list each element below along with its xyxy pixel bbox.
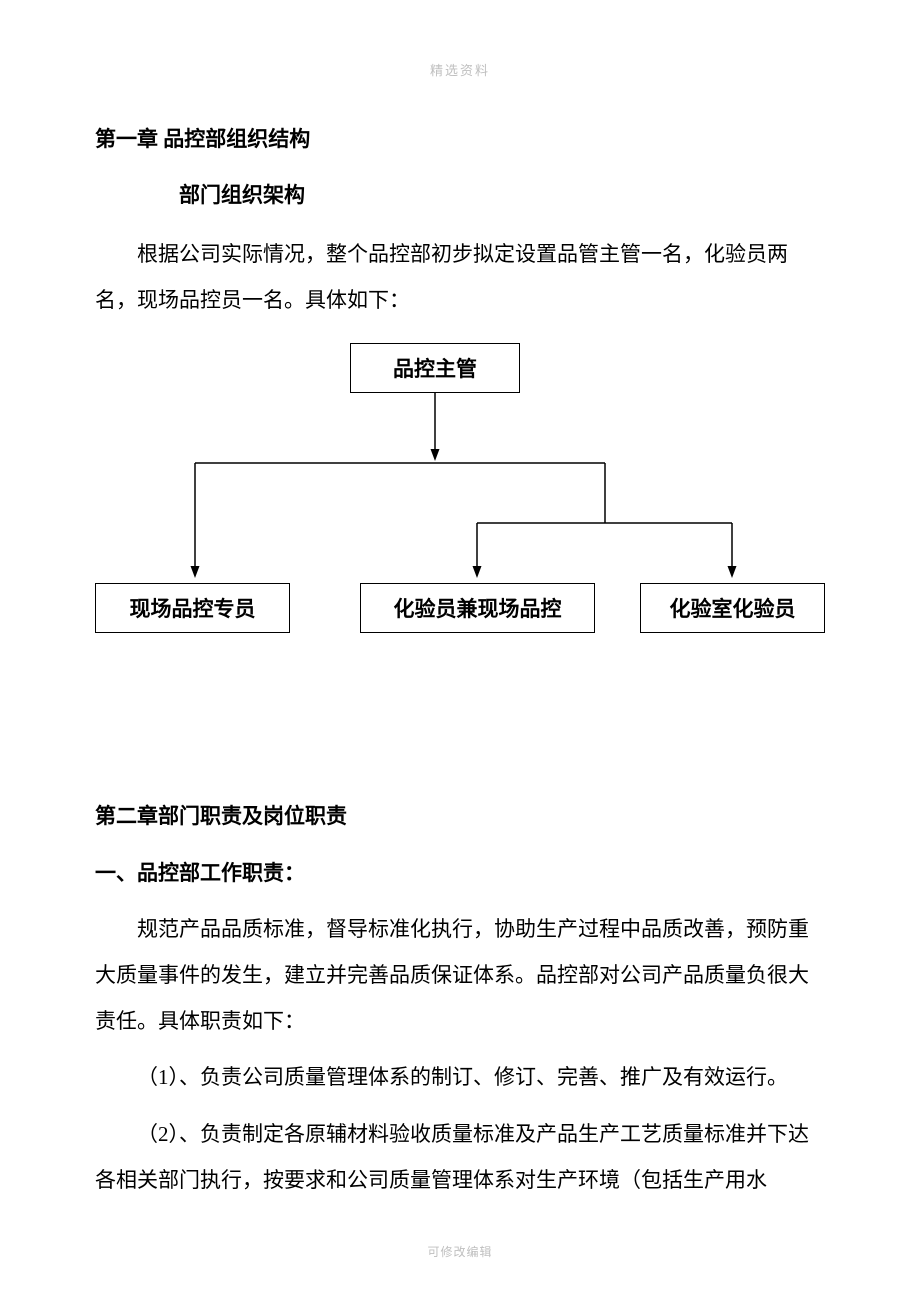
org-node-field-specialist: 现场品控专员: [95, 583, 290, 633]
chapter-1-title: 第一章 品控部组织结构: [95, 124, 825, 156]
paragraph-2: 规范产品品质标准，督导标准化执行，协助生产过程中品质改善，预防重大质量事件的发生…: [95, 906, 825, 1045]
org-node-lab-and-field: 化验员兼现场品控: [360, 583, 595, 633]
document-page: 精选资料 第一章 品控部组织结构 部门组织架构 根据公司实际情况，整个品控部初步…: [0, 0, 920, 1302]
intro-paragraph: 根据公司实际情况，整个品控部初步拟定设置品管主管一名，化验员两名，现场品控员一名…: [95, 231, 825, 323]
list-item-1: （1）、负责公司质量管理体系的制订、修订、完善、推广及有效运行。: [95, 1054, 825, 1100]
org-chart: 品控主管 现场品控专员 化验员兼现场品控 化验室化验员: [95, 343, 825, 643]
list-item-2: （2）、负责制定各原辅材料验收质量标准及产品生产工艺质量标准并下达各相关部门执行…: [95, 1111, 825, 1203]
section-1-title: 部门组织架构: [179, 180, 825, 212]
footer-watermark: 可修改编辑: [0, 1243, 920, 1260]
section-2-title: 一、品控部工作职责：: [95, 850, 825, 896]
org-node-root: 品控主管: [350, 343, 520, 393]
spacer: [95, 733, 825, 793]
header-watermark: 精选资料: [95, 60, 825, 79]
org-node-lab-tech: 化验室化验员: [640, 583, 825, 633]
chapter-2-title: 第二章部门职责及岗位职责: [95, 793, 825, 839]
